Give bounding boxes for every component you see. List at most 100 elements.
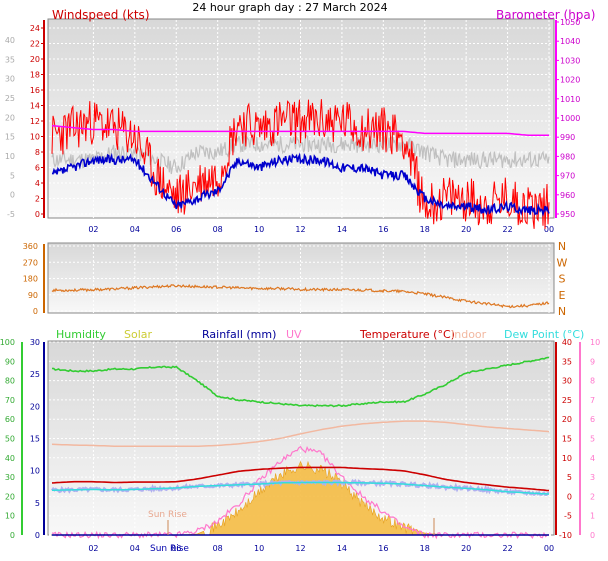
x-tick: 22 [502,225,512,234]
rain-tick: 25 [30,370,40,379]
baro-tick: 1030 [560,56,580,65]
wind-kts-tick: 12 [30,117,40,126]
humidity-tick: 30 [5,473,15,482]
x-tick: 20 [461,225,471,234]
legend-temperature-c: Temperature (°C) [359,328,455,341]
baro-tick: 1010 [560,95,580,104]
x-tick: 22 [502,544,512,553]
wind-kts-tick: 22 [30,40,40,49]
x-tick: 00 [544,544,554,553]
humidity-tick: 70 [5,396,15,405]
wind-outer-tick: -5 [7,210,15,219]
x-tick: 10 [254,544,264,553]
temperature-tick: 15 [562,435,572,444]
series-indoor [51,420,550,447]
direction-compass-tick: N [558,305,566,318]
humidity-tick: 20 [5,492,15,501]
x-tick: 00 [544,225,554,234]
uv-tick: 4 [590,454,595,463]
uv-tick: 1 [590,512,595,521]
x-tick: 08 [213,544,223,553]
direction-degree-ticks: 0 90 180 270 360 [23,242,38,316]
direction-degree-tick: 270 [23,258,38,267]
wind-kts-tick: 20 [30,55,40,64]
x-tick: 12 [295,225,305,234]
wind-outer-ticks: -5 0 5 10 15 20 25 30 35 40 [5,36,15,219]
x-tick: 08 [213,225,223,234]
legend-solar: Solar [124,328,153,341]
humidity-tick: 60 [5,415,15,424]
wind-kts-tick: 10 [30,133,40,142]
baro-ticks: 950 960 970 980 990 1000 1010 1020 1030 1040 1050 [556,18,580,219]
wind-outer-tick: 15 [5,133,15,142]
uv-tick: 2 [590,492,595,501]
rain-tick: 20 [30,402,40,411]
direction-degree-tick: 0 [33,307,38,316]
panel-direction-grid [49,244,553,313]
baro-tick: 980 [560,152,575,161]
series-wind-direction [51,283,550,309]
temperature-tick: -10 [559,531,572,540]
panel-multi-x-ticks: 02 04 06 08 10 12 14 16 18 20 22 00 [88,544,554,553]
x-tick: 06 [171,225,181,234]
temperature-tick: 40 [562,338,572,347]
baro-tick: 970 [560,172,575,181]
uv-tick: 8 [590,377,595,386]
direction-degree-tick: 180 [23,275,38,284]
humidity-tick: 50 [5,435,15,444]
baro-tick: 1050 [560,18,580,27]
wind-axis-label: Windspeed (kts) [52,8,150,22]
panel-multi: Humidity Solar Rainfall (mm) UV Temperature … [0,328,600,554]
x-tick: 10 [254,225,264,234]
x-tick: 02 [88,225,98,234]
legend-dew-point-c: Dew Point (°C) [504,328,584,341]
x-tick: 12 [295,544,305,553]
wind-outer-tick: 20 [5,113,15,122]
humidity-tick: 100 [0,338,15,347]
uv-tick: 3 [590,473,595,482]
panel-multi-series [50,356,550,540]
series-temperature [51,466,550,492]
sun-rise-label: Sun Rise [148,510,187,520]
uv-tick: 0 [590,531,595,540]
wind-outer-tick: 30 [5,75,15,84]
temperature-tick: 10 [562,454,572,463]
wind-kts-tick: 0 [35,210,40,219]
wind-kts-tick: 8 [35,148,40,157]
panel-direction-series [51,283,550,309]
rain-tick: 15 [30,435,40,444]
wind-outer-tick: 40 [5,36,15,45]
wind-outer-tick: 25 [5,94,15,103]
wind-kts-tick: 6 [35,164,40,173]
rain-tick: 30 [30,338,40,347]
x-tick: 16 [378,544,388,553]
uv-tick: 10 [590,338,600,347]
legend-rainfall-mm: Rainfall (mm) [202,328,276,341]
uv-tick: 7 [590,396,595,405]
x-tick: 02 [88,544,98,553]
direction-degree-tick: 90 [28,291,38,300]
x-tick: 20 [461,544,471,553]
rain-ticks: 0 5 10 15 20 25 30 [30,338,40,540]
uv-tick: 5 [590,435,595,444]
temperature-tick: 0 [567,492,572,501]
wind-kts-tick: 2 [35,195,40,204]
rain-tick: 0 [35,531,40,540]
uv-tick: 9 [590,357,595,366]
humidity-tick: 80 [5,377,15,386]
x-tick: 06 [171,544,181,553]
wind-outer-tick: 35 [5,55,15,64]
direction-compass-tick: N [558,240,566,253]
direction-compass-tick: S [559,273,566,286]
wind-kts-tick: 14 [30,102,40,111]
temperature-ticks: -10 -5 0 5 10 15 20 25 30 35 40 [559,338,572,540]
baro-tick: 950 [560,210,575,219]
baro-tick: 990 [560,133,575,142]
baro-tick: 1040 [560,37,580,46]
wind-kts-tick: 16 [30,86,40,95]
humidity-tick: 0 [10,531,15,540]
